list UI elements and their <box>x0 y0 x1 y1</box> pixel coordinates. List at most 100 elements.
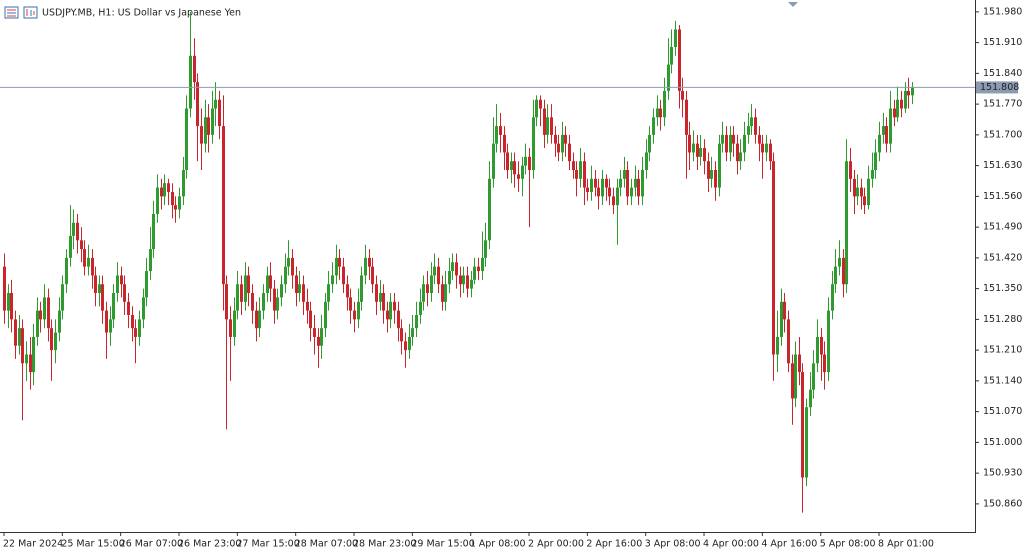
candle-body <box>586 187 589 192</box>
candle-body <box>470 279 473 289</box>
candle-body <box>481 257 484 272</box>
candle-body <box>324 301 327 329</box>
candle-body <box>874 152 877 171</box>
candle-body <box>616 187 619 206</box>
candle-body <box>404 341 407 351</box>
candle-body <box>648 134 651 153</box>
candle-body <box>663 90 666 118</box>
x-tick-label: 5 Apr 08:00 <box>820 539 876 550</box>
candle-body <box>488 178 491 241</box>
candle-body <box>196 82 199 127</box>
candle-body <box>718 143 721 188</box>
candle-body <box>845 161 848 285</box>
candle-body <box>58 310 61 333</box>
candle-body <box>732 134 735 144</box>
candle-body <box>422 284 425 302</box>
candle-body <box>812 363 815 390</box>
candle-body <box>583 161 586 188</box>
candle-body <box>368 257 371 267</box>
candle-body <box>466 275 469 289</box>
y-tick-label: 151.210 <box>983 345 1022 356</box>
x-tick-label: 2 Apr 16:00 <box>586 539 642 550</box>
candle-body <box>379 293 382 302</box>
candle-body <box>360 275 363 302</box>
candle-body <box>513 161 516 175</box>
candle-body <box>3 266 6 311</box>
candle-body <box>889 108 892 144</box>
x-tick-label: 4 Apr 16:00 <box>761 539 817 550</box>
x-tick-label: 28 Mar 23:00 <box>353 539 416 550</box>
candle-body <box>816 336 819 364</box>
candle-body <box>772 161 775 355</box>
candle-body <box>240 284 243 302</box>
candle-body <box>397 310 400 329</box>
candle-body <box>776 336 779 355</box>
candle-body <box>320 328 323 346</box>
x-tick-label: 3 Apr 08:00 <box>645 539 701 550</box>
candle-body <box>721 134 724 144</box>
candle-body <box>160 187 163 197</box>
candle-body <box>76 222 79 241</box>
candle-body <box>477 266 480 272</box>
candle-body <box>171 191 174 206</box>
candle-body <box>295 275 298 294</box>
candle-body <box>579 161 582 179</box>
candle-body <box>185 108 188 171</box>
candle-body <box>284 266 287 285</box>
candle-body <box>893 108 896 118</box>
y-tick-label: 151.350 <box>983 283 1022 294</box>
candle-body <box>750 117 753 127</box>
candle-body <box>21 328 24 364</box>
candle-body <box>765 143 768 153</box>
candle-body <box>568 143 571 162</box>
x-tick-label: 22 Mar 2024 <box>3 539 63 550</box>
candle-body <box>608 187 611 197</box>
y-tick-label: 151.140 <box>983 375 1022 386</box>
candle-body <box>459 275 462 285</box>
candle-body <box>754 117 757 135</box>
candle-body <box>444 284 447 302</box>
candle-body <box>433 266 436 276</box>
candle-body <box>236 284 239 311</box>
candle-body <box>725 134 728 153</box>
candle-body <box>543 108 546 135</box>
candle-body <box>430 275 433 294</box>
candle-body <box>273 288 276 311</box>
x-tick-label: 4 Apr 00:00 <box>703 539 759 550</box>
candle-body <box>134 328 137 337</box>
candle-body <box>641 170 644 197</box>
candle-body <box>287 257 290 267</box>
candle-body <box>91 257 94 276</box>
y-tick-label: 151.000 <box>983 437 1022 448</box>
candle-body <box>309 310 312 329</box>
candle-body <box>317 336 320 346</box>
candle-body <box>780 301 783 337</box>
candle-body <box>856 187 859 197</box>
candle-body <box>437 266 440 285</box>
candle-body <box>204 117 207 144</box>
candle-body <box>149 249 152 272</box>
x-tick-label: 25 Mar 15:00 <box>61 539 124 550</box>
candle-body <box>61 284 64 311</box>
y-tick-label: 151.980 <box>983 6 1022 17</box>
candle-body <box>696 143 699 157</box>
candle-body <box>69 235 72 258</box>
candle-body <box>462 275 465 285</box>
candle-body <box>809 389 812 408</box>
candle-body <box>32 336 35 373</box>
candle-body <box>594 178 597 188</box>
candle-body <box>532 117 535 171</box>
candle-body <box>521 165 524 179</box>
candle-body <box>346 284 349 298</box>
candle-body <box>703 148 706 162</box>
candle-body <box>619 178 622 188</box>
candle-body <box>904 90 907 109</box>
candle-body <box>7 293 10 311</box>
candle-body <box>276 297 279 311</box>
candle-body <box>163 183 166 197</box>
candle-body <box>255 310 258 329</box>
candle-body <box>853 178 856 197</box>
candle-body <box>590 178 593 192</box>
candle-body <box>222 126 225 285</box>
